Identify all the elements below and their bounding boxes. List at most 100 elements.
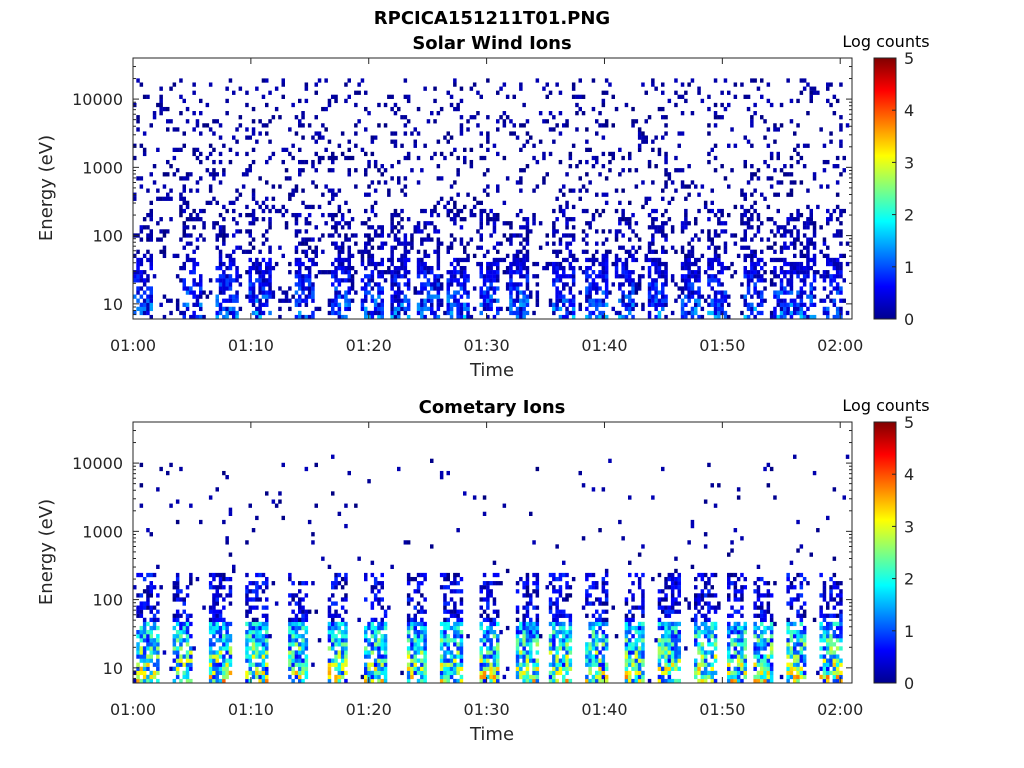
heatmap-cell: [367, 479, 371, 483]
heatmap-cell: [163, 229, 167, 233]
heatmap-cell: [140, 82, 144, 86]
heatmap-cell: [377, 630, 381, 634]
heatmap-cell: [430, 221, 434, 225]
heatmap-cell: [506, 270, 510, 274]
heatmap-cell: [222, 675, 226, 679]
heatmap-cell: [338, 295, 342, 299]
heatmap-cell: [268, 270, 272, 274]
heatmap-cell: [186, 622, 190, 626]
heatmap-cell: [598, 123, 602, 127]
heatmap-cell: [222, 671, 226, 675]
heatmap-cell: [555, 646, 559, 650]
heatmap-cell: [562, 213, 566, 217]
heatmap-cell: [156, 667, 160, 671]
heatmap-cell: [407, 667, 411, 671]
heatmap-cell: [308, 266, 312, 270]
heatmap-cell: [341, 585, 345, 589]
heatmap-cell: [308, 246, 312, 250]
heatmap-cell: [384, 622, 388, 626]
heatmap-cell: [252, 589, 256, 593]
heatmap-cell: [159, 95, 163, 99]
heatmap-cell: [684, 209, 688, 213]
heatmap-cell: [255, 311, 259, 315]
heatmap-cell: [760, 311, 764, 315]
heatmap-cell: [334, 299, 338, 303]
heatmap-cell: [493, 299, 497, 303]
heatmap-cell: [747, 140, 751, 144]
heatmap-cell: [697, 258, 701, 262]
heatmap-cell: [790, 180, 794, 184]
heatmap-cell: [390, 258, 394, 262]
heatmap-cell: [681, 168, 685, 172]
heatmap-cell: [440, 303, 444, 307]
heatmap-cell: [786, 262, 790, 266]
heatmap-cell: [734, 242, 738, 246]
heatmap-cell: [146, 213, 150, 217]
heatmap-cell: [183, 246, 187, 250]
heatmap-cell: [437, 213, 441, 217]
heatmap-cell: [417, 290, 421, 294]
heatmap-cell: [585, 160, 589, 164]
heatmap-cell: [565, 225, 569, 229]
heatmap-cell: [493, 654, 497, 658]
heatmap-cell: [714, 103, 718, 107]
heatmap-cell: [282, 78, 286, 82]
heatmap-cell: [427, 119, 431, 123]
heatmap-cell: [565, 242, 569, 246]
heatmap-cell: [800, 91, 804, 95]
heatmap-cell: [258, 622, 262, 626]
heatmap-cell: [150, 217, 154, 221]
colorbar-tick-label: 5: [904, 49, 914, 68]
heatmap-cell: [648, 270, 652, 274]
heatmap-cell: [298, 172, 302, 176]
heatmap-cell: [420, 622, 424, 626]
heatmap-cell: [810, 295, 814, 299]
heatmap-cell: [245, 622, 249, 626]
heatmap-cell: [519, 303, 523, 307]
heatmap-cell: [625, 638, 629, 642]
heatmap-cell: [483, 290, 487, 294]
heatmap-cell: [460, 597, 464, 601]
heatmap-cell: [146, 528, 150, 532]
heatmap-cell: [747, 290, 751, 294]
heatmap-cell: [529, 597, 533, 601]
heatmap-cell: [605, 282, 609, 286]
heatmap-cell: [143, 152, 147, 156]
heatmap-cell: [602, 303, 606, 307]
heatmap-cell: [631, 303, 635, 307]
heatmap-cell: [565, 593, 569, 597]
heatmap-cell: [744, 299, 748, 303]
heatmap-cell: [140, 286, 144, 290]
heatmap-cell: [298, 229, 302, 233]
heatmap-cell: [179, 597, 183, 601]
heatmap-cell: [291, 618, 295, 622]
heatmap-cell: [225, 638, 229, 642]
heatmap-cell: [229, 663, 233, 667]
heatmap-cell: [456, 573, 460, 577]
heatmap-cell: [384, 667, 388, 671]
heatmap-cell: [443, 663, 447, 667]
heatmap-cell: [549, 127, 553, 131]
heatmap-cell: [661, 225, 665, 229]
heatmap-cell: [186, 258, 190, 262]
heatmap-cell: [625, 671, 629, 675]
heatmap-cell: [420, 270, 424, 274]
heatmap-cell: [440, 197, 444, 201]
heatmap-cell: [183, 610, 187, 614]
heatmap-cell: [222, 282, 226, 286]
heatmap-cell: [780, 303, 784, 307]
heatmap-cell: [595, 258, 599, 262]
heatmap-cell: [199, 286, 203, 290]
heatmap-cell: [291, 659, 295, 663]
heatmap-cell: [555, 671, 559, 675]
heatmap-cell: [562, 638, 566, 642]
heatmap-cell: [143, 654, 147, 658]
heatmap-cell: [159, 250, 163, 254]
heatmap-cell: [697, 237, 701, 241]
heatmap-cell: [153, 622, 157, 626]
y-tick-label: 1000: [82, 158, 123, 177]
heatmap-cell: [265, 630, 269, 634]
heatmap-cell: [133, 585, 137, 589]
heatmap-cell: [833, 95, 837, 99]
heatmap-cell: [625, 614, 629, 618]
